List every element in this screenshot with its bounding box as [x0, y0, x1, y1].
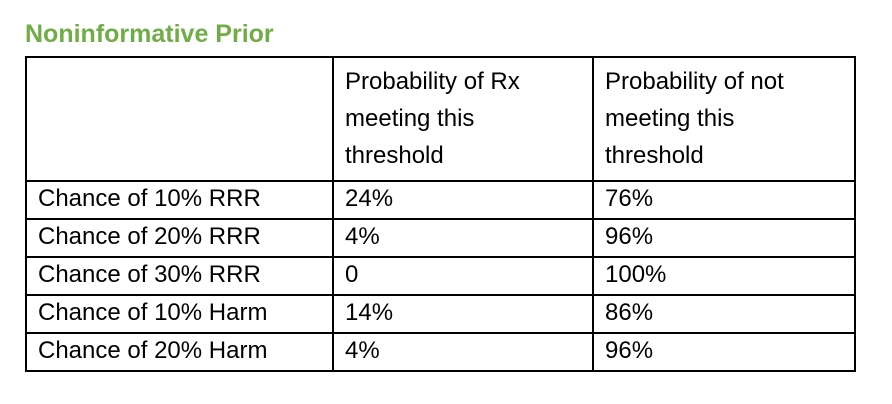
row-label: Chance of 10% RRR	[25, 180, 334, 220]
table-header-row: Probability of Rx meeting this threshold…	[25, 56, 856, 182]
meeting-value: 4%	[332, 218, 594, 258]
table-row: Chance of 10% Harm 14% 86%	[25, 294, 856, 334]
meeting-value: 24%	[332, 180, 594, 220]
not-meeting-value: 86%	[592, 294, 856, 334]
header-empty-cell	[25, 56, 334, 182]
header-probability-not-meeting: Probability of not meeting this threshol…	[592, 56, 856, 182]
table-row: Chance of 10% RRR 24% 76%	[25, 180, 856, 220]
not-meeting-value: 96%	[592, 332, 856, 372]
meeting-value: 0	[332, 256, 594, 296]
probability-table: Probability of Rx meeting this threshold…	[25, 56, 856, 372]
meeting-value: 4%	[332, 332, 594, 372]
not-meeting-value: 100%	[592, 256, 856, 296]
table-row: Chance of 30% RRR 0 100%	[25, 256, 856, 296]
header-probability-meeting: Probability of Rx meeting this threshold	[332, 56, 594, 182]
row-label: Chance of 10% Harm	[25, 294, 334, 334]
not-meeting-value: 76%	[592, 180, 856, 220]
page-title: Noninformative Prior	[25, 20, 274, 48]
not-meeting-value: 96%	[592, 218, 856, 258]
meeting-value: 14%	[332, 294, 594, 334]
row-label: Chance of 20% RRR	[25, 218, 334, 258]
table-row: Chance of 20% RRR 4% 96%	[25, 218, 856, 258]
row-label: Chance of 20% Harm	[25, 332, 334, 372]
row-label: Chance of 30% RRR	[25, 256, 334, 296]
table-row: Chance of 20% Harm 4% 96%	[25, 332, 856, 372]
